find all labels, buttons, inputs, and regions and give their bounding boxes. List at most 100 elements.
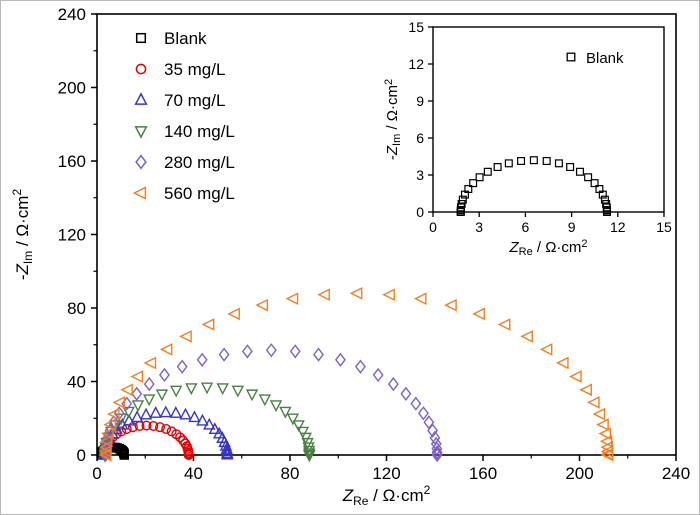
marker-square [603, 208, 612, 217]
marker-diamond [143, 376, 155, 392]
marker-diamond [423, 415, 435, 430]
marker-square [584, 173, 593, 182]
marker-triangle-left [317, 288, 330, 301]
marker-triangle-down [269, 400, 283, 413]
axis-label-part: Z [384, 145, 401, 156]
marker-circle [116, 426, 127, 437]
inset-x-tick-label: 3 [475, 219, 483, 235]
marker-triangle-down [185, 383, 198, 396]
marker-circle [183, 450, 194, 461]
marker-triangle-left [600, 448, 614, 462]
axis-label-part: / Ω·cm [368, 486, 423, 505]
inset-y-axis-title: -ZIm / Ω·cm2 [383, 79, 403, 160]
inset-series-blank [456, 156, 612, 217]
marker-triangle-up [130, 410, 144, 423]
marker-triangle-down [258, 394, 272, 407]
inset-background [392, 18, 668, 262]
marker-triangle-left [598, 427, 612, 441]
marker-square [119, 450, 129, 460]
marker-circle [135, 63, 147, 75]
marker-triangle-left [555, 356, 569, 370]
marker-triangle-left [143, 356, 157, 370]
marker-triangle-left [159, 343, 173, 356]
y-tick-label: 80 [67, 299, 86, 318]
marker-triangle-left [107, 407, 120, 421]
x-tick-label: 0 [92, 464, 101, 483]
y-tick-label: 160 [58, 152, 86, 171]
legend-item-blank: Blank [135, 29, 207, 48]
x-tick-label: 80 [281, 464, 300, 483]
marker-triangle-down [302, 442, 315, 455]
marker-circle [161, 423, 172, 434]
marker-triangle-left [413, 292, 427, 306]
marker-diamond [431, 445, 443, 460]
marker-square [598, 190, 607, 199]
x-tick-label: 120 [372, 464, 400, 483]
x-tick-label: 40 [184, 464, 203, 483]
marker-triangle-left [227, 307, 240, 321]
marker-triangle-up [221, 447, 234, 460]
marker-circle [155, 422, 166, 433]
marker-triangle-up [220, 444, 234, 457]
marker-square [566, 163, 575, 172]
marker-diamond [313, 347, 324, 362]
marker-triangle-left [539, 343, 553, 356]
marker-square [475, 173, 484, 182]
legend-item-140-mg-l: 140 mg/L [134, 122, 235, 141]
marker-triangle-down [292, 420, 305, 433]
y-tick-label: 240 [58, 5, 86, 24]
marker-triangle-down [245, 389, 259, 402]
marker-diamond [158, 367, 170, 383]
marker-triangle-left [255, 298, 269, 312]
inset-x-tick-label: 15 [656, 219, 672, 235]
inset-y-tick-label: 3 [416, 167, 424, 183]
marker-triangle-left [99, 434, 113, 448]
legend-item-70-mg-l: 70 mg/L [134, 91, 225, 110]
axis-label-part: / Ω·cm [533, 239, 582, 256]
marker-triangle-left [382, 288, 395, 301]
marker-triangle-left [497, 318, 511, 331]
marker-triangle-up [188, 410, 201, 423]
axis-label-part: Z [508, 239, 519, 256]
marker-triangle-left [349, 286, 363, 300]
y-axis-title: -ZIm / Ω·cm2 [10, 189, 35, 281]
legend-label: 35 mg/L [164, 60, 225, 79]
axis-label-part: Z [342, 486, 354, 505]
marker-diamond [196, 352, 208, 367]
marker-triangle-down [296, 426, 310, 439]
inset-y-tick-label: 6 [416, 130, 424, 146]
marker-triangle-up [169, 406, 183, 418]
marker-square [542, 156, 551, 165]
marker-triangle-down [231, 385, 245, 398]
y-tick-label: 40 [67, 373, 86, 392]
inset-y-tick-label: 9 [416, 93, 424, 109]
marker-triangle-left [596, 418, 609, 431]
axis-label-part: 2 [383, 79, 395, 85]
marker-triangle-left [579, 383, 592, 397]
marker-triangle-down [134, 126, 148, 139]
inset-x-tick-label: 9 [568, 219, 576, 235]
marker-triangle-down [131, 400, 145, 413]
marker-square [504, 159, 513, 168]
marker-square [566, 52, 576, 62]
axis-label-part: Z [13, 263, 32, 275]
marker-triangle-left [285, 292, 299, 306]
marker-triangle-up [159, 405, 172, 418]
marker-triangle-left [132, 186, 147, 200]
marker-circle [175, 432, 186, 443]
axis-label-part: / Ω·cm [13, 196, 32, 251]
axis-label-part: - [13, 274, 32, 280]
axis-label-part: Im [391, 134, 403, 146]
marker-triangle-down [216, 383, 229, 396]
y-tick-label: 120 [58, 226, 86, 245]
axis-label-part: Re [519, 246, 533, 258]
marker-square [469, 179, 478, 188]
main-legend: Blank 35 mg/L 70 mg/L 140 mg/L 280 mg/L 560 m… [132, 29, 235, 203]
legend-label: 280 mg/L [164, 153, 235, 172]
marker-triangle-left [112, 396, 126, 409]
marker-square [575, 167, 584, 176]
marker-triangle-left [103, 418, 116, 431]
axis-label-part: Im [21, 251, 35, 264]
